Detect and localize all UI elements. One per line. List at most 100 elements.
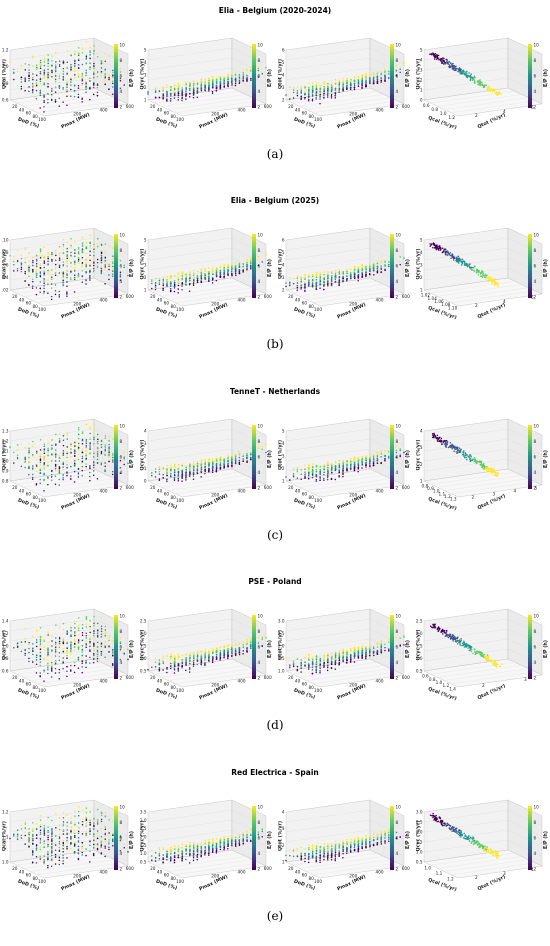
scatter-point: [334, 91, 337, 94]
x-tick-label: 1.0: [440, 111, 447, 116]
scatter-point: [223, 81, 225, 84]
scatter-point: [173, 280, 176, 282]
scatter-point: [429, 245, 431, 247]
grid-line: [175, 290, 260, 303]
scatter-point: [289, 281, 291, 283]
grid-line: [306, 287, 391, 300]
scatter-point: [66, 253, 68, 256]
scatter-point: [47, 263, 49, 265]
scatter-point: [112, 456, 114, 459]
scatter-point: [376, 451, 379, 453]
scatter-point: [235, 274, 237, 277]
scatter-point: [326, 469, 329, 471]
scatter-point: [43, 448, 46, 450]
scatter-point: [338, 470, 340, 473]
scatter-point: [289, 284, 291, 286]
scatter-point: [443, 57, 445, 60]
scatter-point: [54, 68, 57, 70]
floor-pane: [9, 277, 129, 307]
colorbar-tick-label: 10: [120, 424, 126, 429]
scatter-point: [77, 251, 80, 253]
scatter-point: [35, 66, 38, 69]
scatter-point: [227, 462, 229, 464]
scatter-point: [77, 87, 80, 89]
colorbar-label: E/P (h): [267, 450, 273, 468]
z-axis-label: Qcyc (%/yr): [140, 440, 146, 471]
scatter-point: [74, 51, 76, 53]
scatter-point: [212, 462, 214, 465]
scatter-point: [196, 472, 199, 475]
scatter-point: [93, 264, 95, 267]
scatter-point: [304, 464, 306, 467]
scatter-point: [189, 472, 191, 475]
scatter-point: [92, 470, 95, 472]
scatter-point: [119, 472, 122, 474]
scatter-point: [311, 90, 314, 92]
scatter-point: [319, 274, 321, 276]
scatter-point: [185, 468, 187, 471]
scatter-point: [35, 273, 38, 276]
scatter-point: [399, 455, 401, 458]
scatter-point: [39, 78, 42, 80]
scatter-point: [330, 463, 333, 465]
scatter-point: [231, 79, 233, 82]
grid-line: [313, 100, 398, 113]
scatter-point: [28, 271, 30, 273]
scatter-point: [485, 278, 487, 280]
z-axis-label: Qcal (%/yr): [2, 249, 8, 279]
scatter-point: [70, 452, 72, 454]
z-axis-label: Qcal (%/yr): [2, 440, 8, 470]
scatter-point: [200, 79, 203, 82]
scatter-point: [361, 78, 363, 80]
colorbar-tick-label: 2: [120, 105, 123, 110]
scatter-point: [250, 452, 252, 454]
scatter-point: [454, 448, 457, 451]
scatter-point: [39, 287, 42, 290]
scatter-point: [81, 467, 83, 469]
scatter-point: [81, 448, 84, 450]
scatter-point: [93, 262, 95, 264]
scatter-point: [16, 260, 19, 263]
scatter-point: [289, 276, 291, 279]
scatter-point: [430, 53, 432, 55]
scatter-point: [62, 284, 64, 287]
scatter-point: [39, 59, 42, 62]
scatter-point: [89, 445, 91, 447]
scatter-point: [89, 265, 91, 267]
scatter-point: [24, 78, 26, 81]
grid-line: [30, 478, 115, 491]
scatter-point: [77, 458, 80, 461]
scatter-point: [395, 74, 398, 76]
scatter-point: [89, 68, 91, 70]
scatter-point: [28, 275, 30, 277]
scatter-point: [93, 251, 95, 253]
scatter-point: [85, 247, 88, 250]
scatter-point: [177, 82, 180, 85]
scatter-point: [192, 472, 195, 474]
x-tick-label: 60: [302, 301, 308, 306]
scatter-point: [215, 470, 218, 472]
scatter-point: [461, 453, 464, 456]
scatter-point: [154, 91, 157, 94]
scatter-point: [77, 53, 80, 55]
scatter-point: [326, 474, 329, 477]
colorbar-tick-label: 4: [120, 279, 123, 284]
scatter-point: [32, 65, 34, 67]
scatter-point: [215, 275, 218, 277]
scatter-point: [54, 64, 57, 66]
scatter-point: [173, 466, 176, 468]
y-tick-label: 600: [264, 294, 272, 299]
scatter-point: [108, 74, 110, 76]
scatter-point: [494, 281, 497, 284]
colorbar-tick-label: 10: [534, 43, 540, 48]
scatter-point: [490, 280, 493, 283]
scatter-point: [43, 99, 45, 102]
y-tick-label: 400: [100, 298, 108, 303]
scatter-point: [323, 464, 325, 466]
scatter-point: [231, 464, 233, 467]
colorbar-tick-label: 6: [396, 264, 399, 269]
scatter-point: [173, 471, 176, 474]
scatter-point: [436, 54, 438, 56]
scatter-point: [334, 277, 337, 279]
